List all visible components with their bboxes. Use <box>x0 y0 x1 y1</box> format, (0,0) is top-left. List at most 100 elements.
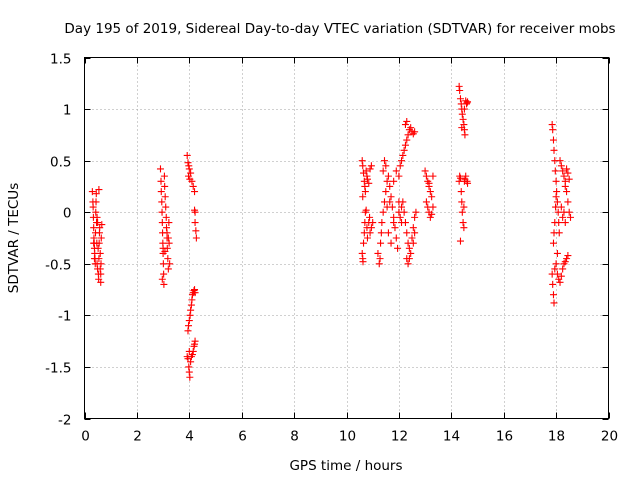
data-point <box>429 203 437 211</box>
axis-ticks <box>84 57 610 420</box>
data-point <box>557 162 565 170</box>
data-point <box>362 206 370 214</box>
data-point <box>367 162 375 170</box>
data-point <box>187 358 195 366</box>
x-tick-label: 14 <box>443 429 460 445</box>
data-point <box>383 203 391 211</box>
x-tick-label: 2 <box>133 429 142 445</box>
x-tick-label: 18 <box>548 429 565 445</box>
data-point <box>552 193 560 201</box>
x-tick-label: 0 <box>81 429 90 445</box>
data-point <box>401 121 409 129</box>
data-point <box>185 317 193 325</box>
x-tick-label: 8 <box>290 429 299 445</box>
data-point <box>185 172 193 180</box>
data-point <box>561 182 569 190</box>
y-tick-label: -1.5 <box>45 361 71 377</box>
data-point <box>363 234 371 242</box>
data-point <box>162 203 170 211</box>
data-point <box>191 219 199 227</box>
data-point <box>157 177 165 185</box>
data-point <box>185 322 193 330</box>
data-point <box>90 224 98 232</box>
y-tick-label: -0.5 <box>45 258 71 274</box>
data-point <box>375 260 383 268</box>
data-point <box>459 219 467 227</box>
data-point <box>422 198 430 206</box>
data-point <box>403 229 411 237</box>
data-point <box>165 219 173 227</box>
data-point <box>158 198 166 206</box>
data-point <box>162 213 170 221</box>
data-point <box>398 219 406 227</box>
data-point <box>428 210 436 218</box>
data-point <box>458 124 466 132</box>
data-point <box>563 255 571 263</box>
data-point <box>395 172 403 180</box>
data-point <box>359 162 367 170</box>
data-point <box>456 237 464 245</box>
y-tick-label: 1 <box>63 103 72 119</box>
data-point <box>187 306 195 314</box>
data-point <box>396 213 404 221</box>
data-point <box>409 239 417 247</box>
data-point <box>186 373 194 381</box>
data-point <box>563 165 571 173</box>
y-tick-label: 0 <box>63 206 72 222</box>
data-point <box>369 219 377 227</box>
data-point <box>464 179 472 187</box>
y-axis-label: SDTVAR / TECUs <box>6 183 22 293</box>
data-point <box>377 239 385 247</box>
data-point <box>390 177 398 185</box>
data-point <box>387 193 395 201</box>
data-point <box>459 115 467 123</box>
data-point <box>158 275 166 283</box>
data-point <box>549 136 557 144</box>
data-point <box>550 229 558 237</box>
data-point <box>382 162 390 170</box>
data-point <box>384 172 392 180</box>
data-point <box>556 278 564 286</box>
data-point <box>390 219 398 227</box>
data-point <box>95 186 103 194</box>
x-tick-label: 20 <box>601 429 618 445</box>
data-point <box>192 227 200 235</box>
data-point <box>359 193 367 201</box>
data-point <box>456 87 464 95</box>
data-point <box>564 169 572 177</box>
data-point <box>422 172 430 180</box>
data-point <box>97 270 105 278</box>
data-point <box>380 157 388 165</box>
data-point <box>384 229 392 237</box>
data-point <box>191 337 199 345</box>
y-tick-label: 1.5 <box>50 52 71 68</box>
data-point <box>563 188 571 196</box>
data-point <box>392 234 400 242</box>
data-point <box>429 172 437 180</box>
data-point <box>367 224 375 232</box>
data-point <box>556 157 564 165</box>
data-point <box>557 272 565 280</box>
data-point <box>378 219 386 227</box>
data-point <box>464 98 472 106</box>
data-point <box>376 255 384 263</box>
data-point <box>561 219 569 227</box>
data-point <box>90 255 98 263</box>
data-point <box>551 219 559 227</box>
data-point <box>411 213 419 221</box>
data-point <box>426 213 434 221</box>
data-point <box>550 146 558 154</box>
data-point <box>392 167 400 175</box>
data-point <box>411 229 419 237</box>
data-point <box>89 203 97 211</box>
data-point <box>460 224 468 232</box>
data-point <box>191 289 199 297</box>
data-point <box>163 229 171 237</box>
data-point <box>461 131 469 139</box>
data-point <box>405 255 413 263</box>
y-tick-label: -2 <box>58 413 71 429</box>
data-point <box>552 260 560 268</box>
data-points <box>88 82 575 381</box>
data-point <box>366 165 374 173</box>
data-point <box>98 221 106 229</box>
